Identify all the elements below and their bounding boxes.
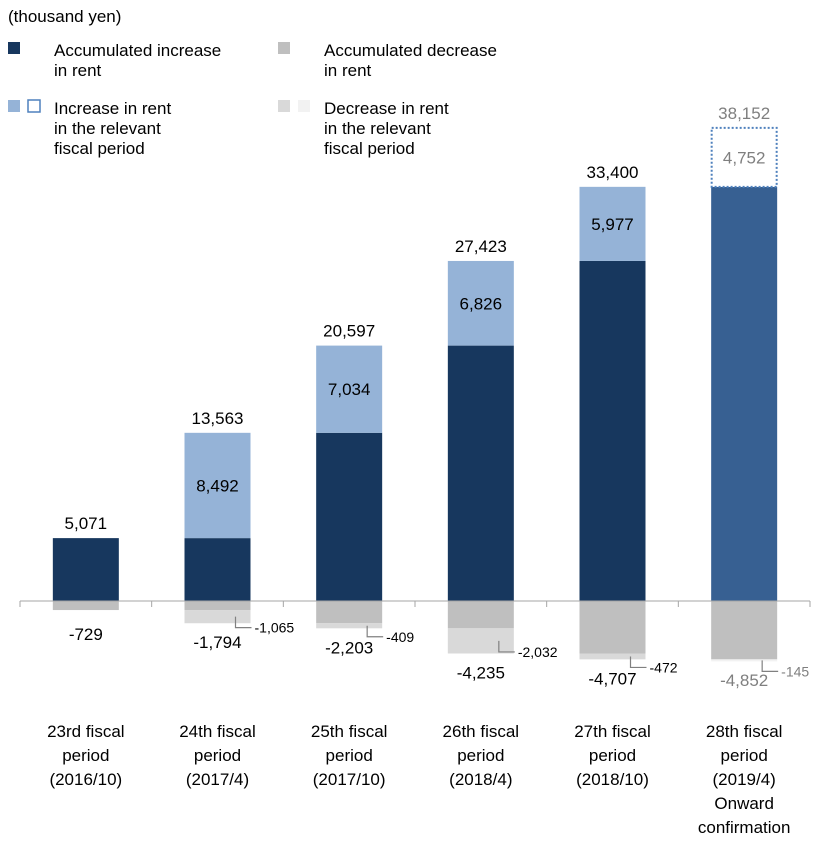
category-label: 26th fiscal: [443, 722, 520, 741]
decrease-total-label: -1,794: [193, 633, 241, 652]
accumulated-decrease-bar: [316, 601, 383, 624]
legend-label: in the relevant: [324, 119, 431, 138]
increase-label: 6,826: [460, 294, 503, 313]
legend-swatch: [8, 100, 20, 112]
increase-label: 5,977: [591, 215, 634, 234]
increase-label: 8,492: [196, 476, 239, 495]
decrease-label: -2,032: [518, 644, 558, 660]
category-label: 25th fiscal: [311, 722, 388, 741]
decrease-total-label: -4,707: [588, 669, 636, 688]
increase-total-label: 5,071: [65, 514, 108, 533]
category-labels: 23rd fiscal period (2016/10) 24th fiscal per…: [47, 722, 790, 837]
accumulated-increase-bar: [316, 432, 383, 601]
accumulated-increase-bar: [579, 260, 646, 601]
increase-label: 4,752: [723, 148, 766, 167]
forecast-increase-bar: [710, 126, 778, 188]
legend-swatch: [27, 99, 41, 113]
category-label: period: [62, 746, 109, 765]
decrease-total-label: -2,203: [325, 638, 373, 657]
period-increase-bar: [184, 432, 251, 539]
category-label: (2017/10): [313, 770, 386, 789]
decrease-label: -472: [650, 659, 678, 675]
period-decrease-bar: [447, 628, 514, 654]
accumulated-increase-bar: [711, 186, 778, 601]
unit-label: (thousand yen): [8, 7, 121, 26]
category-label: 28th fiscal: [706, 722, 783, 741]
increase-total-label: 27,423: [455, 237, 507, 256]
legend-label: in the relevant: [54, 119, 161, 138]
legend-swatch: [278, 100, 290, 112]
category-label: 23rd fiscal: [47, 722, 124, 741]
category-label: period: [589, 746, 636, 765]
category-label: 27th fiscal: [574, 722, 651, 741]
decrease-label: -409: [386, 629, 414, 645]
decrease-leader-line: [629, 656, 647, 669]
bars: [52, 126, 778, 662]
period-decrease-bar: [579, 653, 646, 660]
accumulated-decrease-bar: [711, 601, 778, 660]
accumulated-decrease-bar: [184, 601, 251, 611]
decrease-leader-line: [761, 660, 779, 672]
category-label: confirmation: [698, 818, 791, 837]
category-label: period: [721, 746, 768, 765]
decrease-total-label: -4,235: [457, 664, 505, 683]
category-label: period: [194, 746, 241, 765]
legend-swatch: [298, 100, 310, 112]
decrease-total-label: -729: [69, 625, 103, 644]
period-decrease-bar: [184, 610, 251, 624]
legend-swatch: [278, 42, 290, 54]
legend-label: Decrease in rent: [324, 99, 449, 118]
accumulated-increase-bar: [52, 538, 119, 601]
legend-label: fiscal period: [54, 139, 145, 158]
decrease-total-label: -4,852: [720, 671, 768, 690]
accumulated-decrease-bar: [52, 601, 119, 611]
legend-label: Accumulated decrease: [324, 41, 497, 60]
x-axis-ticks: [19, 601, 811, 607]
increase-total-label: 20,597: [323, 322, 375, 341]
category-label: 24th fiscal: [179, 722, 256, 741]
legend-swatch: [8, 42, 20, 54]
category-label: (2019/4): [713, 770, 776, 789]
data-labels: 5,071 -729 8,492 -1,065 13,563 -1,794 7,034 -40…: [65, 104, 810, 690]
accumulated-decrease-bar: [447, 601, 514, 629]
category-label: (2016/10): [49, 770, 122, 789]
period-increase-bar: [579, 186, 646, 261]
legend-label: Increase in rent: [54, 99, 171, 118]
category-label: period: [457, 746, 504, 765]
decrease-label: -145: [781, 663, 809, 679]
decrease-leader-line: [234, 616, 252, 629]
increase-label: 7,034: [328, 380, 371, 399]
legend-label: Accumulated increase: [54, 41, 221, 60]
period-increase-bar: [316, 345, 383, 433]
decrease-leader-line: [366, 625, 384, 638]
legend-label: in rent: [324, 61, 372, 80]
period-decrease-bar: [711, 659, 778, 662]
period-increase-bar: [447, 260, 514, 346]
category-label: Onward: [714, 794, 774, 813]
accumulated-decrease-bar: [579, 601, 646, 654]
decrease-label: -1,065: [255, 620, 295, 636]
legend-label: in rent: [54, 61, 102, 80]
increase-total-label: 13,563: [192, 409, 244, 428]
accumulated-increase-bar: [184, 538, 251, 601]
increase-total-label: 38,152: [718, 104, 770, 123]
accumulated-increase-bar: [447, 345, 514, 601]
category-label: period: [326, 746, 373, 765]
category-label: (2017/4): [186, 770, 249, 789]
legend-label: fiscal period: [324, 139, 415, 158]
decrease-leader-line: [498, 640, 515, 653]
category-label: (2018/4): [449, 770, 512, 789]
period-decrease-bar: [316, 623, 383, 629]
category-label: (2018/10): [576, 770, 649, 789]
increase-total-label: 33,400: [587, 163, 639, 182]
